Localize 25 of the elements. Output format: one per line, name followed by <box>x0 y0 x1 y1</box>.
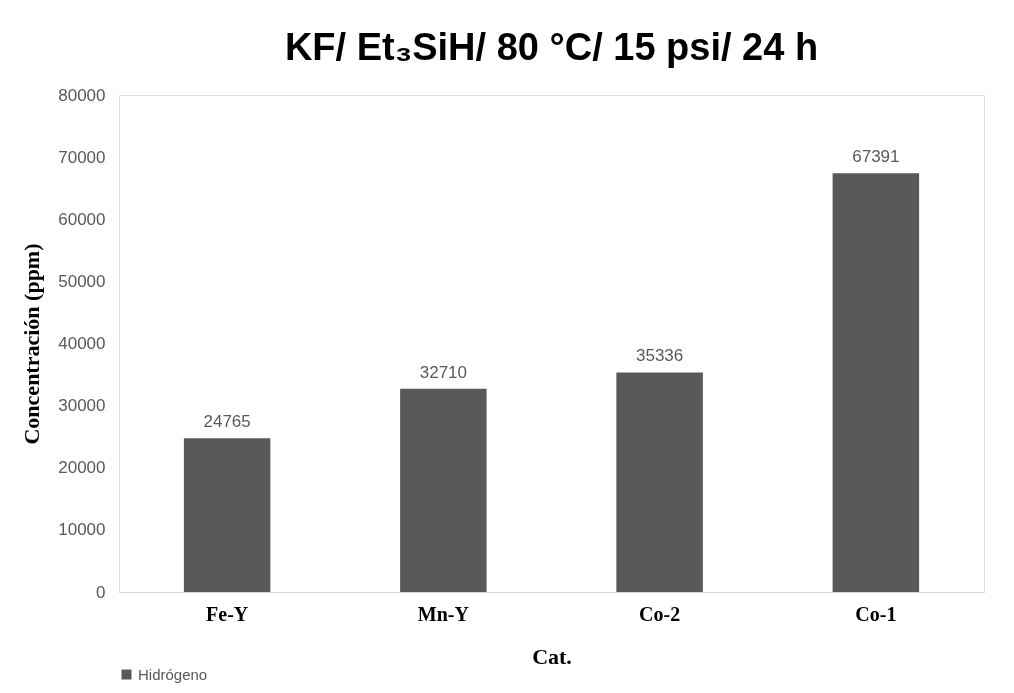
x-axis-title: Cat. <box>532 643 572 669</box>
bar <box>400 388 487 592</box>
y-tick-label: 60000 <box>58 209 106 229</box>
x-tick-label: Co-2 <box>639 602 681 625</box>
bar <box>832 173 920 592</box>
y-tick-label: 70000 <box>58 147 106 167</box>
bar <box>183 438 271 592</box>
data-label: 67391 <box>852 147 900 167</box>
data-label: 35336 <box>635 346 684 366</box>
y-tick-label: 80000 <box>58 85 106 105</box>
x-tick-label: Fe-Y <box>206 602 249 625</box>
x-tick-label: Mn-Y <box>417 602 470 625</box>
x-tick-label: Co-1 <box>855 602 897 625</box>
chart-title: KF/ Et₃SiH/ 80 °C/ 15 psi/ 24 h <box>284 26 819 68</box>
y-tick-label: 50000 <box>58 271 106 291</box>
data-label: 32710 <box>419 362 468 382</box>
legend-label: Hidrógeno <box>138 665 208 683</box>
bar <box>616 372 703 592</box>
y-tick-label: 10000 <box>58 520 106 540</box>
y-tick-label: 40000 <box>58 334 106 353</box>
y-tick-label: 30000 <box>58 396 106 416</box>
y-axis-title: Concentración (ppm) <box>19 243 45 445</box>
data-label: 24765 <box>203 412 251 432</box>
y-tick-label: 20000 <box>58 458 106 478</box>
y-tick-label: 0 <box>96 582 106 602</box>
